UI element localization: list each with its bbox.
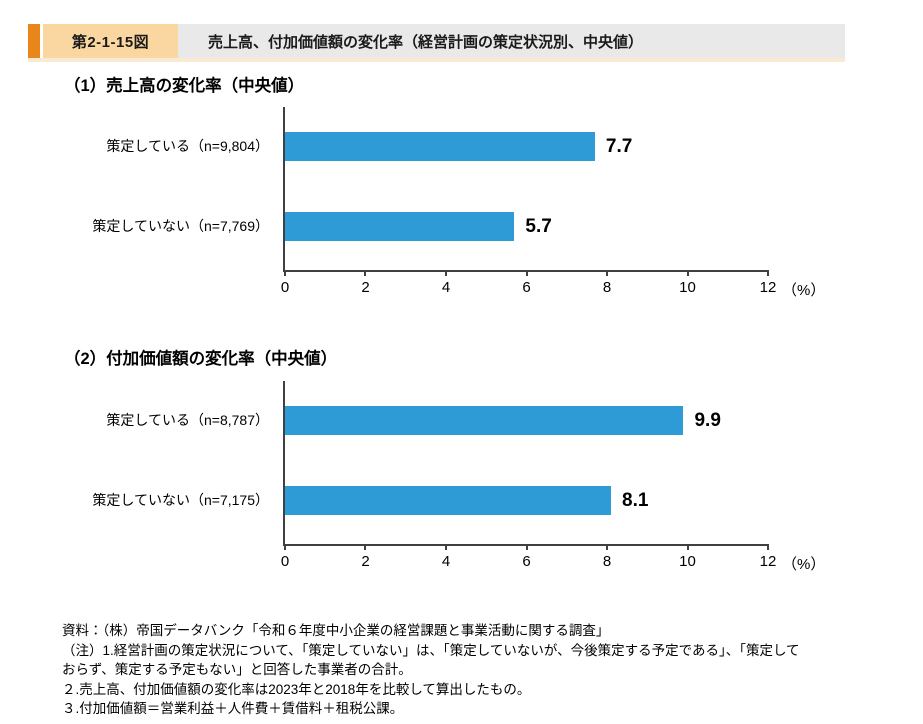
axis-tick-label: 0 (280, 279, 290, 296)
axis-tick-label: 6 (522, 553, 531, 570)
axis-tick (605, 544, 608, 550)
axis-tick (686, 270, 689, 276)
value-label: 9.9 (694, 410, 721, 431)
footnote-line: おらず、策定する予定もない」と回答した事業者の合計。 (62, 662, 412, 677)
axis-tick (444, 270, 447, 276)
bar (285, 406, 684, 435)
axis-unit-label: （%） (782, 282, 826, 299)
value-label: 7.7 (605, 136, 633, 157)
axis-tick-label: 4 (441, 279, 451, 296)
category-label: 策定している（n=8,787） (106, 412, 269, 428)
axis-tick (444, 544, 447, 550)
figure-header: 第2-1-15図 売上高、付加価値額の変化率（経営計画の策定状況別、中央値） (28, 24, 845, 58)
axis-tick-label: 12 (759, 553, 777, 570)
category-label: 策定していない（n=7,769） (92, 218, 269, 234)
footnote-line: ２.売上高、付加価値額の変化率は2023年と2018年を比較して算出したもの。 (62, 681, 531, 697)
axis-tick (767, 544, 769, 550)
bar (285, 212, 515, 241)
value-label: 5.7 (525, 216, 552, 237)
bar (285, 132, 595, 161)
plot-area: 7.7 5.7 0 2 4 6 8 10 12 （%） (281, 107, 825, 299)
axis-tick (605, 270, 608, 276)
axis-tick (364, 544, 367, 550)
value-added-change-chart: 策定している（n=8,787） 策定していない（n=7,175） 9.9 8.1 0 2… (0, 381, 923, 581)
bar (285, 486, 612, 515)
axis-tick (284, 270, 286, 276)
section-1-title: （1）売上高の変化率（中央値） (64, 77, 305, 95)
axis-tick-label: 10 (679, 279, 696, 296)
footnote-line: ３.付加価値額＝営業利益＋人件費＋賃借料＋租税公課。 (62, 701, 404, 716)
header-accent-bar (28, 24, 40, 58)
plot-area: 9.9 8.1 0 2 4 6 8 10 12 （%） (281, 381, 825, 573)
axis-tick (525, 270, 528, 276)
axis-tick-label: 8 (602, 553, 612, 570)
axis-tick-label: 0 (280, 553, 290, 570)
axis-tick (364, 270, 367, 276)
section-2-title: （2）付加価値額の変化率（中央値） (64, 350, 338, 368)
value-label: 8.1 (622, 490, 649, 511)
axis-tick-label: 4 (441, 553, 451, 570)
axis-tick-label: 12 (759, 279, 777, 296)
sales-change-chart: 策定している（n=9,804） 策定していない（n=7,769） 7.7 5.7 0 2… (0, 107, 923, 307)
axis-tick-label: 2 (361, 553, 370, 570)
category-label: 策定している（n=9,804） (106, 138, 269, 154)
category-labels: 策定している（n=8,787） 策定していない（n=7,175） (0, 381, 283, 544)
category-labels: 策定している（n=9,804） 策定していない（n=7,769） (0, 107, 283, 270)
category-label: 策定していない（n=7,175） (92, 492, 269, 508)
axis-tick (686, 544, 689, 550)
axis-tick-label: 2 (361, 279, 370, 296)
axis-unit-label: （%） (782, 556, 826, 573)
figure-title: 売上高、付加価値額の変化率（経営計画の策定状況別、中央値） (178, 24, 845, 58)
footnotes: 資料：（株）帝国データバンク「令和６年度中小企業の経営課題と事業活動に関する調査… (62, 621, 902, 719)
axis-tick (767, 270, 769, 276)
footnote-line: 資料：（株）帝国データバンク「令和６年度中小企業の経営課題と事業活動に関する調査… (62, 623, 610, 638)
axis-tick-label: 6 (522, 279, 531, 296)
footnote-line: （注）1.経営計画の策定状況について、「策定していない」は、「策定していないが、… (62, 642, 800, 658)
figure-number-label: 第2-1-15図 (43, 24, 178, 58)
axis-tick (284, 544, 286, 550)
axis-tick (525, 544, 528, 550)
axis-tick-label: 8 (602, 279, 612, 296)
axis-tick-label: 10 (679, 553, 696, 570)
